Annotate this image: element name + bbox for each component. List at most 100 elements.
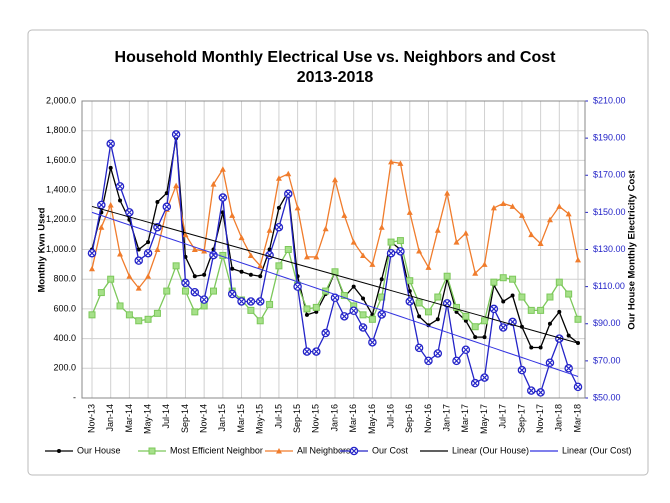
marker-shape	[406, 277, 414, 285]
legend-label: Most Efficient Neighbor	[170, 445, 263, 455]
marker-shape	[368, 315, 376, 323]
marker	[145, 273, 152, 279]
marker	[116, 302, 124, 310]
marker-shape	[229, 212, 236, 218]
marker	[545, 358, 555, 367]
marker	[276, 205, 281, 210]
marker	[490, 278, 498, 286]
legend-label: Linear (Our Cost)	[562, 445, 632, 455]
marker-shape	[303, 253, 310, 260]
marker	[415, 299, 423, 307]
marker	[435, 317, 440, 322]
marker-shape	[239, 269, 244, 274]
marker	[350, 239, 357, 245]
marker	[377, 310, 386, 319]
marker-shape	[257, 298, 264, 305]
y-tick-label: 1,400.0	[46, 184, 76, 194]
x-tick-label: Sep-17	[516, 404, 526, 433]
marker	[453, 239, 460, 245]
marker	[368, 315, 376, 323]
marker	[501, 299, 506, 304]
marker	[405, 297, 415, 306]
marker-shape	[547, 359, 553, 366]
x-tick-label: Jan-16	[329, 404, 339, 432]
marker-shape	[472, 270, 479, 276]
marker-shape	[406, 209, 413, 215]
marker	[508, 317, 517, 327]
marker	[396, 247, 405, 256]
marker	[424, 356, 433, 366]
x-tick-label: Mar-14	[124, 404, 134, 433]
marker	[368, 338, 377, 347]
marker-shape	[566, 333, 571, 338]
x-tick-label: Jul-16	[385, 404, 395, 429]
marker	[424, 308, 432, 316]
marker-shape	[266, 300, 274, 308]
marker	[312, 303, 320, 311]
marker-shape	[510, 293, 515, 298]
x-tick-label: Nov-13	[86, 404, 96, 433]
legend-label: Our House	[77, 445, 121, 455]
marker-shape	[472, 380, 479, 387]
marker	[321, 328, 330, 338]
marker-shape	[547, 321, 552, 326]
marker	[107, 275, 115, 283]
marker	[555, 278, 563, 286]
marker-shape	[369, 261, 376, 267]
marker	[274, 222, 284, 232]
marker-shape	[565, 365, 572, 372]
marker-shape	[425, 264, 432, 270]
marker	[117, 250, 124, 257]
marker	[162, 202, 172, 212]
marker	[332, 176, 338, 183]
legend-label: Linear (Our House)	[452, 445, 529, 455]
marker-shape	[210, 181, 217, 187]
marker	[349, 446, 359, 456]
marker	[360, 252, 367, 258]
marker	[108, 165, 113, 170]
marker-shape	[556, 203, 563, 209]
marker-shape	[256, 317, 264, 325]
marker-shape	[275, 262, 283, 270]
marker-shape	[108, 165, 113, 170]
marker-shape	[258, 274, 263, 279]
marker	[518, 212, 525, 218]
marker	[284, 246, 292, 253]
marker-shape	[387, 238, 395, 246]
marker	[322, 225, 329, 232]
marker-shape	[173, 131, 180, 138]
marker	[566, 333, 571, 338]
x-tick-label: Mar-18	[572, 404, 582, 433]
marker-shape	[247, 298, 254, 305]
marker	[275, 262, 283, 270]
marker-shape	[378, 311, 385, 318]
marker-shape	[434, 227, 441, 233]
marker	[153, 309, 161, 317]
marker	[107, 201, 114, 208]
marker-shape	[546, 293, 554, 301]
marker-shape	[351, 448, 357, 454]
marker-shape	[538, 345, 543, 350]
marker	[498, 323, 508, 332]
marker	[98, 224, 105, 230]
marker-shape	[116, 302, 124, 310]
marker	[407, 289, 412, 294]
marker-shape	[247, 306, 255, 314]
trend-line	[91, 205, 579, 344]
marker-shape	[163, 203, 170, 210]
marker-shape	[425, 357, 432, 364]
marker-shape	[417, 314, 422, 319]
marker	[546, 216, 553, 223]
marker-shape	[135, 285, 142, 291]
marker-shape	[509, 203, 516, 209]
chart-title: Household Monthly Electrical Use vs. Nei…	[115, 49, 557, 66]
marker-shape	[238, 298, 245, 305]
marker-shape	[360, 324, 366, 331]
marker-shape	[332, 294, 338, 301]
marker-shape	[462, 346, 469, 353]
marker	[359, 311, 367, 319]
marker-shape	[276, 448, 282, 454]
marker	[115, 182, 125, 191]
marker-shape	[501, 299, 506, 304]
marker	[433, 349, 443, 358]
